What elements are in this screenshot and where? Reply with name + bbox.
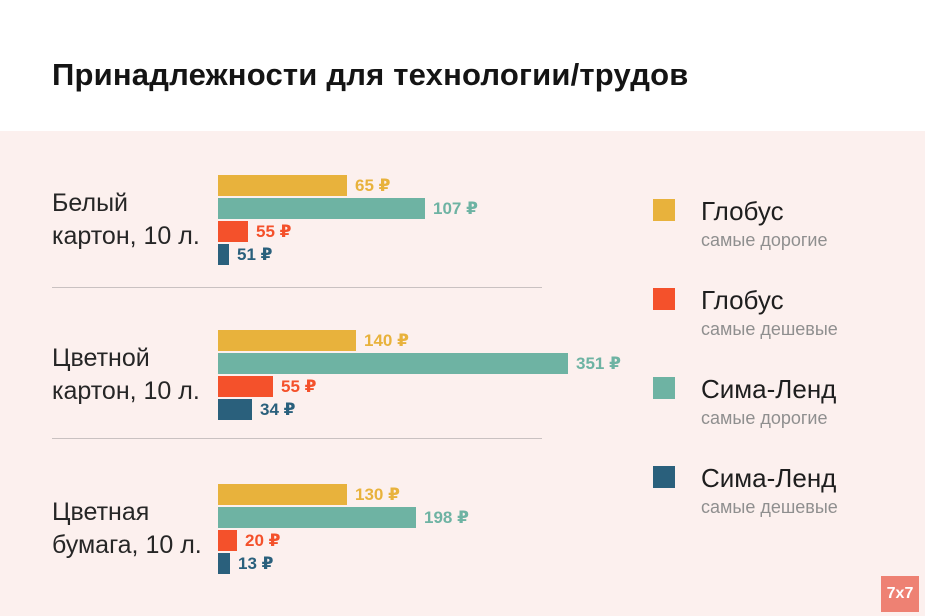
legend-text: Сима-Ленд самые дорогие [701, 375, 836, 429]
bar-row: 34 ₽ [218, 399, 621, 420]
bar-row: 55 ₽ [218, 376, 621, 397]
bar [218, 244, 229, 265]
bar [218, 353, 568, 374]
chart-group: Белый картон, 10 л. 65 ₽ 107 ₽ 55 ₽ 51 ₽ [0, 175, 650, 265]
bar-stack: 140 ₽ 351 ₽ 55 ₽ 34 ₽ [218, 330, 621, 422]
chart-group: Цветная бумага, 10 л. 130 ₽ 198 ₽ 20 ₽ 13 ₽ [0, 484, 650, 574]
bar-value-label: 130 ₽ [355, 485, 400, 504]
bar [218, 484, 347, 505]
legend-swatch [653, 466, 675, 488]
bar-row: 140 ₽ [218, 330, 621, 351]
bar [218, 175, 347, 196]
legend-series-name: Глобус [701, 285, 784, 315]
bar-value-label: 55 ₽ [281, 377, 317, 396]
logo-text: 7x7 [886, 585, 914, 602]
divider [52, 287, 542, 288]
bar-row: 107 ₽ [218, 198, 478, 219]
bar-value-label: 107 ₽ [433, 199, 478, 218]
bar [218, 553, 230, 574]
bar [218, 399, 252, 420]
divider [52, 438, 542, 439]
bar-value-label: 65 ₽ [355, 176, 391, 195]
legend-item: Сима-Ленд самые дешевые [653, 464, 838, 518]
chart-group: Цветной картон, 10 л. 140 ₽ 351 ₽ 55 ₽ 34 ₽ [0, 330, 650, 420]
bar [218, 198, 425, 219]
legend-series-desc: самые дешевые [701, 497, 838, 517]
legend-series-desc: самые дорогие [701, 408, 828, 428]
bar-row: 51 ₽ [218, 244, 478, 265]
legend-series-name: Глобус [701, 196, 784, 226]
bar-row: 351 ₽ [218, 353, 621, 374]
legend-text: Глобус самые дешевые [701, 286, 838, 340]
bar-row: 13 ₽ [218, 553, 469, 574]
bar-value-label: 140 ₽ [364, 331, 409, 350]
bar [218, 376, 273, 397]
legend-swatch [653, 288, 675, 310]
legend-series-name: Сима-Ленд [701, 463, 837, 493]
bar-stack: 65 ₽ 107 ₽ 55 ₽ 51 ₽ [218, 175, 478, 267]
legend-item: Сима-Ленд самые дорогие [653, 375, 836, 429]
bar-value-label: 13 ₽ [238, 554, 274, 573]
group-label: Цветной картон, 10 л. [52, 344, 200, 405]
legend-swatch [653, 199, 675, 221]
legend-swatch [653, 377, 675, 399]
legend-item: Глобус самые дешевые [653, 286, 838, 340]
bar-stack: 130 ₽ 198 ₽ 20 ₽ 13 ₽ [218, 484, 469, 576]
bar-row: 20 ₽ [218, 530, 469, 551]
bar-value-label: 20 ₽ [245, 531, 281, 550]
bar [218, 507, 416, 528]
bar-value-label: 51 ₽ [237, 245, 273, 264]
bar-value-label: 34 ₽ [260, 400, 296, 419]
bar-row: 65 ₽ [218, 175, 478, 196]
legend-series-desc: самые дорогие [701, 230, 828, 250]
bar [218, 221, 248, 242]
bar [218, 330, 356, 351]
bar-value-label: 351 ₽ [576, 354, 621, 373]
legend-text: Сима-Ленд самые дешевые [701, 464, 838, 518]
legend-item: Глобус самые дорогие [653, 197, 828, 251]
bar-value-label: 55 ₽ [256, 222, 292, 241]
bar-row: 198 ₽ [218, 507, 469, 528]
page-title: Принадлежности для технологии/трудов [52, 57, 689, 92]
group-label: Белый картон, 10 л. [52, 189, 200, 250]
bar-row: 130 ₽ [218, 484, 469, 505]
bar [218, 530, 237, 551]
legend-text: Глобус самые дорогие [701, 197, 828, 251]
7x7-logo: 7x7 [881, 576, 919, 612]
legend-series-name: Сима-Ленд [701, 374, 837, 404]
group-label: Цветная бумага, 10 л. [52, 498, 202, 559]
bar-row: 55 ₽ [218, 221, 478, 242]
bar-value-label: 198 ₽ [424, 508, 469, 527]
legend-series-desc: самые дешевые [701, 319, 838, 339]
